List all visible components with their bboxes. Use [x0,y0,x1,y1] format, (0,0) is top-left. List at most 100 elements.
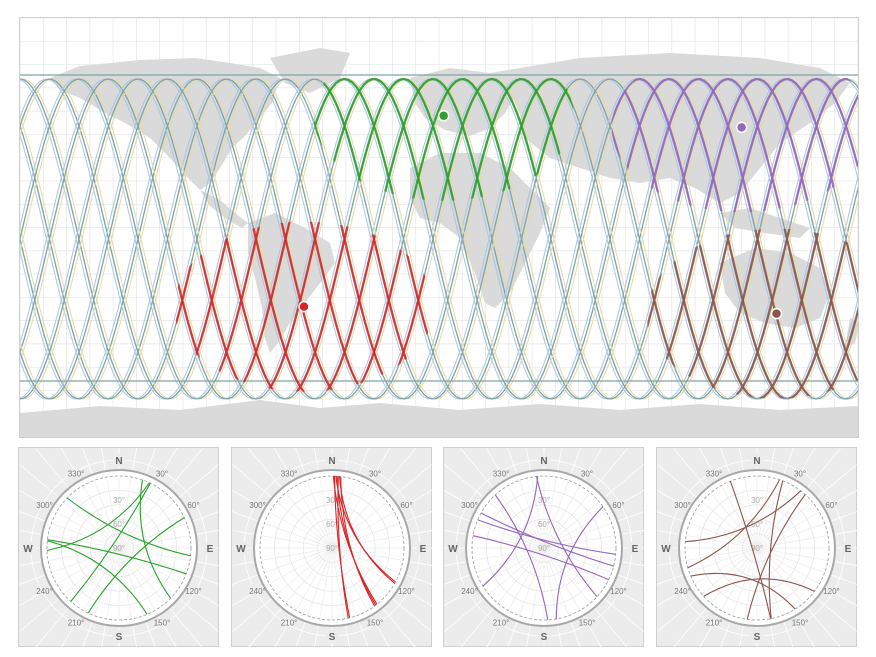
world-map[interactable] [19,17,859,438]
azimuth-label: 60° [825,501,837,510]
visible-pass-arc [313,77,574,201]
skyplot-red[interactable]: N S E W 30° 60° 120° 150° 210° 240° 300° 330° 30° 60°… [231,447,433,648]
skyplot-green[interactable]: N S E W 30° 60° 120° 150° 210° 240° 300° 330° 30° 60°… [18,447,220,648]
satellite-pass-arc [687,479,780,569]
azimuth-grid-line [118,547,166,604]
elevation-mask [46,475,192,621]
elevation-ring [274,490,390,606]
azimuth-grid-line [756,523,825,549]
azimuth-label: 210° [68,618,85,627]
azimuth-grid-line [276,547,333,595]
azimuth-grid-line [72,547,120,604]
azimuth-grid-line [331,547,357,616]
azimuth-grid-line [497,547,545,604]
azimuth-grid-line [543,523,612,549]
azimuth-grid-line [63,501,120,549]
azimuth-grid-line [543,477,557,549]
elevation-ring [302,518,362,578]
azimuth-grid-line [295,485,333,549]
azimuth-grid-line [331,547,395,585]
elevation-mask [471,475,617,621]
azimuth-grid-line [756,547,804,604]
azimuth-grid-line [756,480,782,549]
cardinal-label-north: N [753,456,760,467]
azimuth-grid-line [118,511,182,549]
satellite-ground-track [20,78,858,400]
azimuth-grid-line [307,480,333,549]
central-america [200,190,248,228]
ground-station-marker-purple[interactable] [735,121,748,134]
azimuth-label: 240° [461,587,478,596]
elevation-label: 30° [751,496,763,505]
azimuth-grid-line [48,535,120,549]
azimuth-label: 300° [36,501,53,510]
azimuth-label: 300° [461,501,478,510]
azimuth-grid-line [106,547,120,619]
skyplot-purple[interactable]: N S E W 30° 60° 120° 150° 210° 240° 300° 330° 30° 60°… [443,447,645,648]
elevation-mask [259,475,405,621]
cardinal-label-north: N [540,456,547,467]
ground-station-marker-brown[interactable] [770,307,783,320]
azimuth-label: 300° [674,501,691,510]
satellite-pass-arc [472,535,609,581]
azimuth-grid-line [476,523,545,549]
azimuth-grid-line [543,485,581,549]
elevation-label: 30° [538,496,550,505]
elevation-ring [61,490,177,606]
elevation-label: 60° [113,520,125,529]
azimuth-grid-line [519,480,545,549]
azimuth-label: 120° [398,587,415,596]
azimuth-grid-line [118,480,144,549]
visible-pass-arc [313,77,574,201]
ground-station-marker-green[interactable] [437,110,450,122]
azimuth-grid-line [473,547,545,561]
cardinal-label-bg [417,542,429,555]
satellite-pass-arc [703,578,815,597]
azimuth-label: 30° [581,470,593,479]
skyplot-brown[interactable]: N S E W 30° 60° 120° 150° 210° 240° 300° 330° 30° 60°… [656,447,858,648]
azimuth-grid-line [118,547,190,561]
satellite-ground-track [20,78,858,400]
azimuth-grid-line [507,547,545,611]
azimuth-grid-line [756,511,820,549]
azimuth-grid-line [756,492,804,549]
cardinal-label-west: W [661,544,671,555]
azimuth-grid-line [82,547,120,611]
azimuth-grid-line [488,501,545,549]
azimuth-grid-line [756,547,820,585]
ground-station-marker-red[interactable] [298,300,310,313]
azimuth-grid-line [543,480,569,549]
azimuth-grid-line [269,547,333,585]
azimuth-grid-line [264,523,333,549]
visible-pass-arc [611,77,858,213]
elevation-ring [288,504,376,592]
azimuth-grid-line [285,547,333,604]
azimuth-label: 300° [249,501,266,510]
satellite-ground-track [20,78,858,400]
visible-pass-arc [646,228,858,399]
azimuth-grid-line [744,547,758,619]
azimuth-grid-line [319,547,333,619]
azimuth-grid-line [276,501,333,549]
satellite-pass-arc [340,476,375,607]
cardinal-label-bg [538,454,550,467]
elevation-ring [529,533,559,563]
azimuth-grid-line [261,535,333,549]
azimuth-grid-line [118,485,156,549]
visible-pass-arc [646,228,858,399]
visible-pass-green [313,77,574,201]
cardinal-label-bg [629,542,641,555]
satellite-ground-track [20,78,858,400]
azimuth-label: 60° [400,501,412,510]
azimuth-grid-line [56,547,120,585]
elevation-label: 90° [113,544,125,553]
azimuth-label: 60° [612,501,624,510]
azimuth-grid-line [118,547,175,595]
azimuth-grid-line [543,501,600,549]
cardinal-label-north: N [328,456,335,467]
cardinal-label-south: S [116,632,123,643]
azimuth-label: 60° [187,501,199,510]
cardinal-label-bg [113,630,125,643]
cardinal-label-south: S [329,632,336,643]
azimuth-grid-line [531,547,545,619]
